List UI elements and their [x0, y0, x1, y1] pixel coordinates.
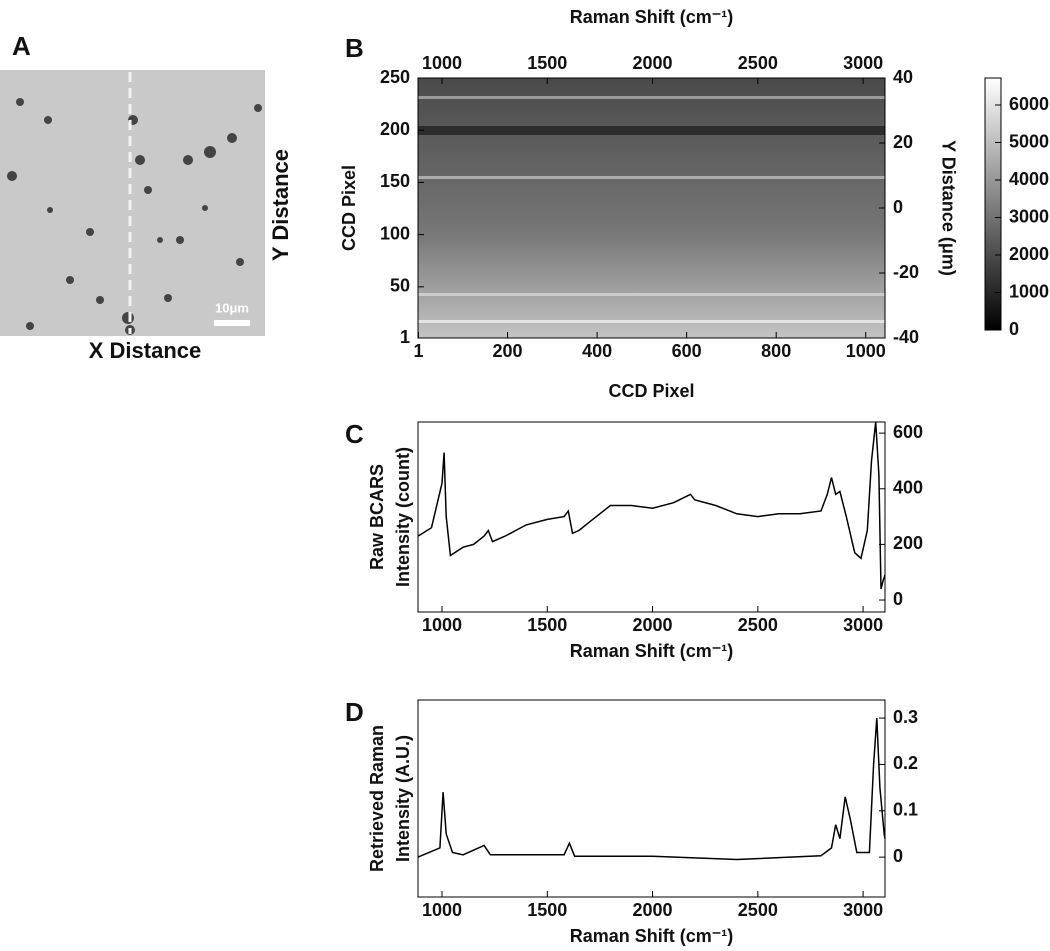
tick-label: 1: [400, 327, 410, 347]
tick-label: 0.1: [893, 800, 918, 820]
tick-label: 6000: [1009, 94, 1049, 114]
tick-label: 0: [893, 197, 903, 217]
panel-label: B: [345, 33, 364, 63]
tick-label: 200: [380, 119, 410, 139]
tick-label: 800: [761, 341, 791, 361]
data-line: [417, 421, 886, 590]
tick-label: 40: [893, 67, 913, 87]
heatmap-image: [418, 78, 885, 338]
tick-label: 2500: [738, 615, 778, 635]
tick-label: 1000: [422, 53, 462, 73]
y-axis-label: Raw BCARS: [367, 464, 387, 570]
tick-label: 0: [1009, 319, 1019, 339]
tick-label: 600: [672, 341, 702, 361]
tick-label: 2500: [738, 900, 778, 920]
y-axis-label: Intensity (A.U.): [393, 735, 413, 862]
panel-label: C: [345, 419, 364, 449]
tick-label: 1: [413, 341, 423, 361]
tick-label: 3000: [843, 615, 883, 635]
tick-label: -40: [893, 327, 919, 347]
x2-axis-label: Raman Shift (cm⁻¹): [570, 7, 734, 27]
tick-label: 1000: [422, 900, 462, 920]
micrograph: [0, 70, 265, 336]
tick-label: 400: [582, 341, 612, 361]
colorbar: [984, 77, 1002, 331]
y-axis-label: Y Distance: [268, 149, 293, 261]
x-axis-label: Raman Shift (cm⁻¹): [570, 641, 734, 661]
y-axis-label: CCD Pixel: [339, 165, 359, 251]
tick-label: 0.3: [893, 707, 918, 727]
tick-label: 200: [893, 533, 923, 553]
tick-label: 1000: [422, 615, 462, 635]
tick-label: 4000: [1009, 169, 1049, 189]
tick-label: 1500: [527, 900, 567, 920]
tick-label: 3000: [843, 53, 883, 73]
tick-label: 0: [893, 589, 903, 609]
tick-label: 400: [893, 478, 923, 498]
tick-label: 2000: [633, 53, 673, 73]
tick-label: 0: [893, 846, 903, 866]
tick-label: 250: [380, 67, 410, 87]
plot-frame: [417, 421, 886, 613]
scale-bar-label: 10μm: [215, 300, 249, 315]
x-axis-label: CCD Pixel: [608, 381, 694, 401]
x-axis-label: Raman Shift (cm⁻¹): [570, 926, 734, 946]
tick-label: 3000: [843, 900, 883, 920]
tick-label: 2000: [633, 615, 673, 635]
tick-label: 0.2: [893, 753, 918, 773]
tick-label: 1000: [846, 341, 886, 361]
panel-label: A: [12, 31, 31, 61]
tick-label: 20: [893, 132, 913, 152]
x-axis-label: X Distance: [89, 338, 202, 363]
y2-axis-label: Y Distance (μm): [938, 140, 958, 276]
data-line: [417, 718, 886, 861]
tick-label: 2500: [738, 53, 778, 73]
tick-label: 2000: [633, 900, 673, 920]
panel-label: D: [345, 697, 364, 727]
tick-label: 100: [380, 223, 410, 243]
tick-label: 3000: [1009, 206, 1049, 226]
tick-label: 1000: [1009, 281, 1049, 301]
tick-label: 5000: [1009, 131, 1049, 151]
y-axis-label: Retrieved Raman: [367, 725, 387, 872]
tick-label: 150: [380, 171, 410, 191]
tick-label: 2000: [1009, 244, 1049, 264]
tick-label: 50: [390, 276, 410, 296]
tick-label: -20: [893, 262, 919, 282]
tick-label: 200: [493, 341, 523, 361]
plot-frame: [417, 699, 886, 898]
tick-label: 1500: [527, 53, 567, 73]
tick-label: 1500: [527, 615, 567, 635]
y-axis-label: Intensity (count): [393, 447, 413, 587]
tick-label: 600: [893, 422, 923, 442]
